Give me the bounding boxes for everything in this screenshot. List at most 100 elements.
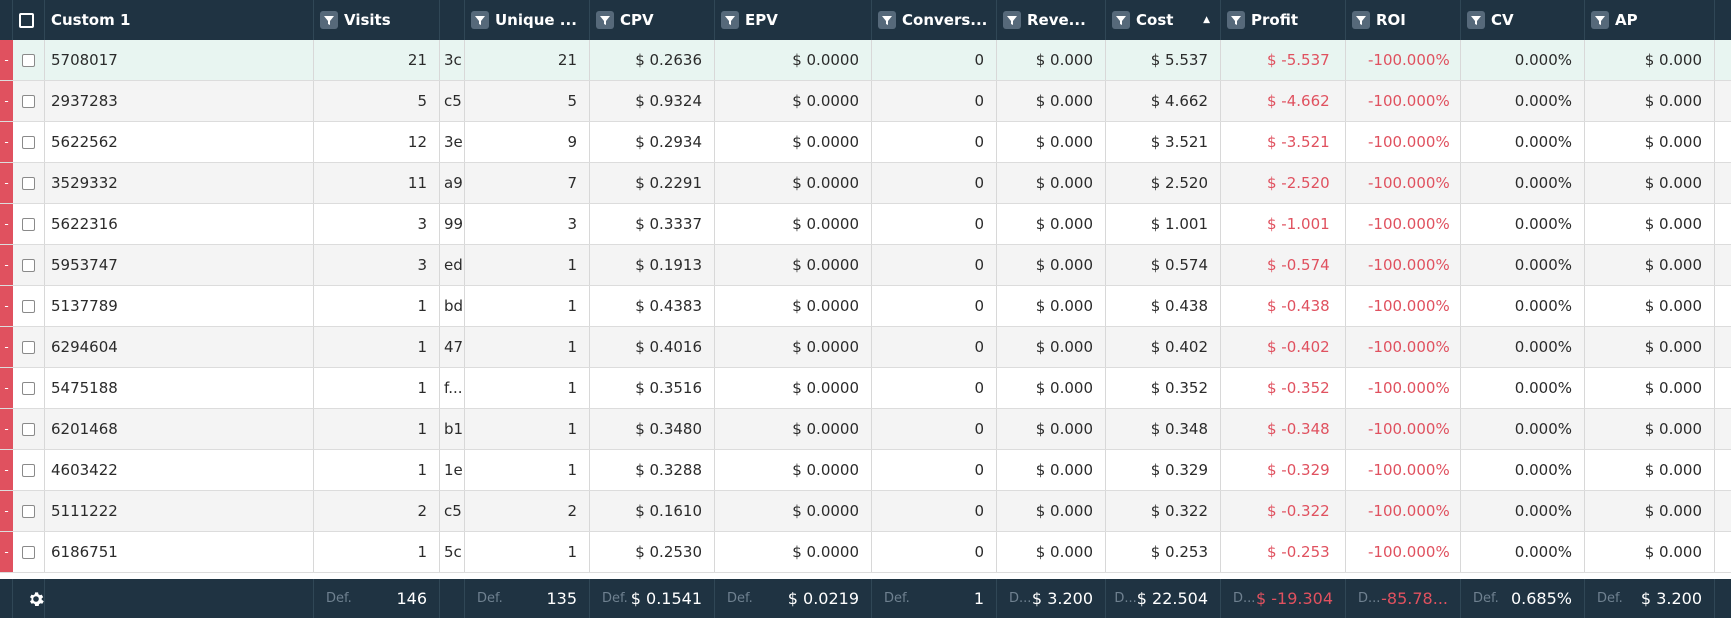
table-row[interactable]: -4603422 1 1e 1 $ 0.3288 $ 0.0000 0 $ 0.000 $ 0.… <box>0 450 1731 491</box>
row-accent-marker: - <box>0 491 13 531</box>
cell-cost: $ 0.329 <box>1106 450 1221 490</box>
gear-icon[interactable] <box>28 591 44 607</box>
row-checkbox[interactable] <box>22 381 35 395</box>
cell-epv: $ 0.0000 <box>715 40 872 80</box>
filter-icon[interactable] <box>1467 11 1485 29</box>
column-header-epv[interactable]: EPV <box>715 0 872 40</box>
table-row[interactable]: -2937283 5 c5 5 $ 0.9324 $ 0.0000 0 $ 0.000 $ 4.… <box>0 81 1731 122</box>
column-header-cost[interactable]: Cost ▲ <box>1106 0 1221 40</box>
table-row[interactable]: -5708017 21 3c 21 $ 0.2636 $ 0.0000 0 $ 0.000 $ … <box>0 40 1731 81</box>
cell-ap: $ 0.000 <box>1585 450 1715 490</box>
row-accent-marker: - <box>0 40 13 80</box>
cell-conv: 0 <box>872 532 997 572</box>
row-accent-marker: - <box>0 532 13 572</box>
column-header-unique[interactable]: Unique ... <box>465 0 590 40</box>
table-row[interactable]: -3529332 11 a9 7 $ 0.2291 $ 0.0000 0 $ 0.000 $ 2… <box>0 163 1731 204</box>
column-header-conv[interactable]: Convers... <box>872 0 997 40</box>
column-header-cpv[interactable]: CPV <box>590 0 715 40</box>
footer-total-roi: D... -85.78... <box>1346 579 1461 618</box>
filter-icon[interactable] <box>1352 11 1370 29</box>
column-header-frag[interactable] <box>440 0 465 40</box>
row-accent-marker: - <box>0 163 13 203</box>
cell-cv: 0.000% <box>1461 245 1585 285</box>
filter-icon[interactable] <box>471 11 489 29</box>
select-all-checkbox[interactable] <box>19 12 34 28</box>
table-row[interactable]: -6201468 1 b1 1 $ 0.3480 $ 0.0000 0 $ 0.000 $ 0.… <box>0 409 1731 450</box>
column-header-roi[interactable]: ROI <box>1346 0 1461 40</box>
table-row[interactable]: -6186751 1 5c 1 $ 0.2530 $ 0.0000 0 $ 0.000 $ 0.… <box>0 532 1731 573</box>
column-header-label: Visits <box>344 11 391 29</box>
row-checkbox[interactable] <box>22 217 35 231</box>
filter-icon[interactable] <box>1227 11 1245 29</box>
cell-unique: 2 <box>465 491 590 531</box>
cell-custom1: 2937283 <box>45 81 314 121</box>
footer-total-conv: Def. 1 <box>872 579 997 618</box>
row-checkbox[interactable] <box>22 545 35 559</box>
cell-cpv: $ 0.3288 <box>590 450 715 490</box>
column-header-custom1[interactable]: Custom 1 <box>45 0 314 40</box>
filter-icon[interactable] <box>1003 11 1021 29</box>
filter-icon[interactable] <box>1112 11 1130 29</box>
table-row[interactable]: -5137789 1 bd 1 $ 0.4383 $ 0.0000 0 $ 0.000 $ 0.… <box>0 286 1731 327</box>
cell-epv: $ 0.0000 <box>715 450 872 490</box>
cell-frag: f... <box>440 368 465 408</box>
cell-ap: $ 0.000 <box>1585 532 1715 572</box>
cell-unique: 21 <box>465 40 590 80</box>
footer-total-value: 135 <box>546 589 577 608</box>
row-checkbox[interactable] <box>22 258 35 272</box>
filter-icon[interactable] <box>878 11 896 29</box>
row-checkbox[interactable] <box>22 53 35 67</box>
column-header-label: Unique ... <box>495 11 577 29</box>
filter-icon[interactable] <box>320 11 338 29</box>
row-checkbox[interactable] <box>22 422 35 436</box>
cell-ap: $ 0.000 <box>1585 81 1715 121</box>
filter-icon[interactable] <box>596 11 614 29</box>
row-checkbox[interactable] <box>22 504 35 518</box>
column-header-visits[interactable]: Visits <box>314 0 440 40</box>
table-row[interactable]: -5622316 3 99 3 $ 0.3337 $ 0.0000 0 $ 0.000 $ 1.… <box>0 204 1731 245</box>
filter-icon[interactable] <box>1591 11 1609 29</box>
footer-total-value: $ 3.200 <box>1031 589 1093 608</box>
column-header-profit[interactable]: Profit <box>1221 0 1346 40</box>
row-checkbox[interactable] <box>22 94 35 108</box>
settings-button[interactable] <box>13 579 45 618</box>
row-checkbox[interactable] <box>22 176 35 190</box>
row-checkbox[interactable] <box>22 340 35 354</box>
cell-ap: $ 0.000 <box>1585 491 1715 531</box>
column-header-label: CPV <box>620 11 654 29</box>
cell-profit: $ -5.537 <box>1221 40 1346 80</box>
table-row[interactable]: -6294604 1 47 1 $ 0.4016 $ 0.0000 0 $ 0.000 $ 0.… <box>0 327 1731 368</box>
cell-rev: $ 0.000 <box>997 491 1106 531</box>
cell-profit: $ -0.348 <box>1221 409 1346 449</box>
footer-total-value: $ 0.1541 <box>630 589 702 608</box>
cell-frag: 47 <box>440 327 465 367</box>
cell-unique: 1 <box>465 327 590 367</box>
footer-total-profit: D... $ -19.304 <box>1221 579 1346 618</box>
cell-rev: $ 0.000 <box>997 245 1106 285</box>
footer-total-value: $ 22.504 <box>1136 589 1208 608</box>
row-accent-marker: - <box>0 122 13 162</box>
cell-cost: $ 0.438 <box>1106 286 1221 326</box>
cell-rev: $ 0.000 <box>997 122 1106 162</box>
row-checkbox[interactable] <box>22 135 35 149</box>
row-checkbox[interactable] <box>22 463 35 477</box>
column-header-cv[interactable]: CV <box>1461 0 1585 40</box>
row-checkbox[interactable] <box>22 299 35 313</box>
sort-ascending-icon[interactable]: ▲ <box>1203 15 1210 25</box>
table-row[interactable]: -5622562 12 3e 9 $ 0.2934 $ 0.0000 0 $ 0.000 $ 3… <box>0 122 1731 163</box>
filter-icon[interactable] <box>721 11 739 29</box>
cell-roi: -100.000% <box>1346 204 1461 244</box>
cell-unique: 9 <box>465 122 590 162</box>
cell-unique: 3 <box>465 204 590 244</box>
cell-custom1: 5475188 <box>45 368 314 408</box>
cell-epv: $ 0.0000 <box>715 122 872 162</box>
table-row[interactable]: -5475188 1 f... 1 $ 0.3516 $ 0.0000 0 $ 0.000 $ … <box>0 368 1731 409</box>
column-header-ap[interactable]: AP <box>1585 0 1715 40</box>
cell-visits: 3 <box>314 245 440 285</box>
table-row[interactable]: -5111222 2 c5 2 $ 0.1610 $ 0.0000 0 $ 0.000 $ 0.… <box>0 491 1731 532</box>
table-row[interactable]: -5953747 3 ed 1 $ 0.1913 $ 0.0000 0 $ 0.000 $ 0.… <box>0 245 1731 286</box>
footer-total-value: 146 <box>396 589 427 608</box>
column-header-rev[interactable]: Reve... <box>997 0 1106 40</box>
cell-cv: 0.000% <box>1461 81 1585 121</box>
footer-total-visits: Def. 146 <box>314 579 440 618</box>
